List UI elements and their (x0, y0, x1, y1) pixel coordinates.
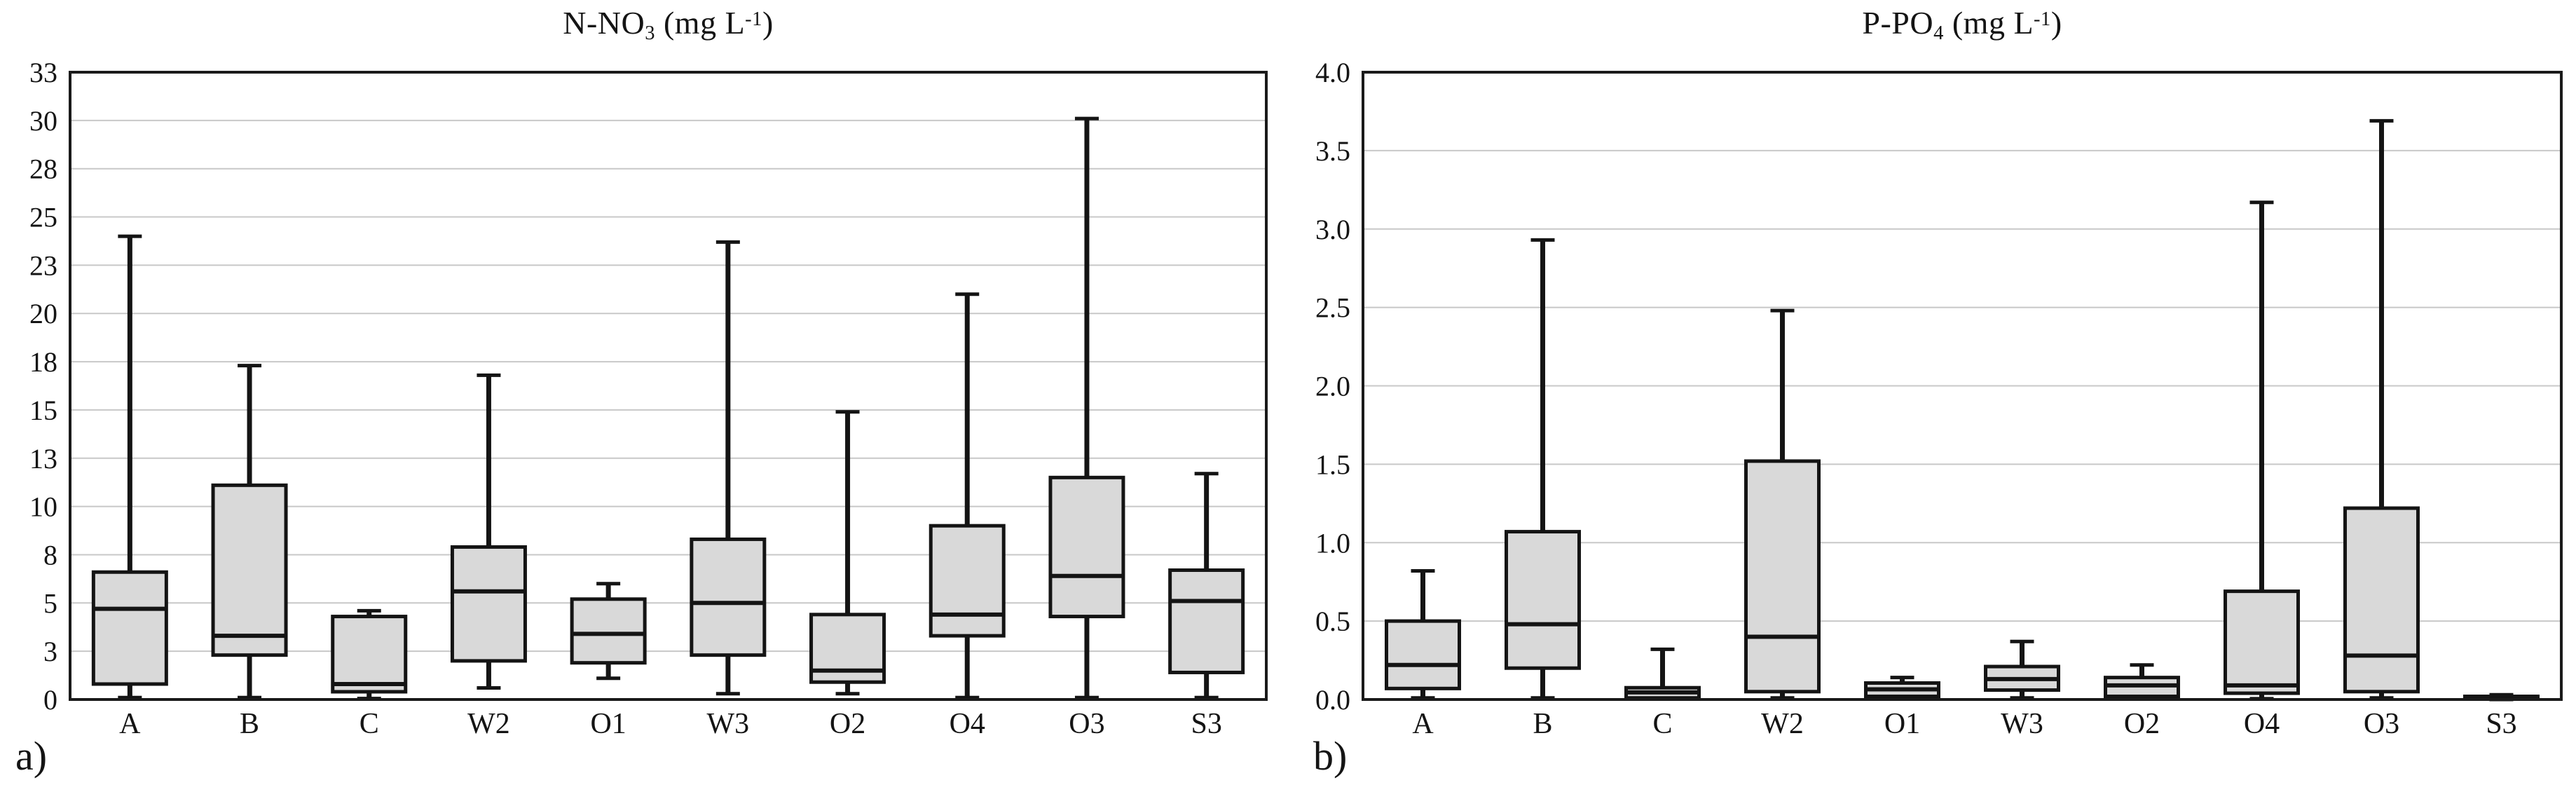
panel-a-title: N-NO3 (mg L-1) (70, 0, 1266, 53)
box-W3: W3 (1984, 639, 2060, 740)
category-label: W3 (707, 708, 750, 740)
box-C: C (1624, 647, 1701, 740)
category-label: C (359, 708, 379, 740)
y-tick-label: 25 (29, 202, 57, 233)
y-tick-label: 1.5 (1315, 449, 1350, 480)
box-O1: O1 (1864, 676, 1940, 740)
y-tick-label: 3.0 (1315, 214, 1350, 245)
category-label: S3 (2486, 708, 2516, 740)
category-label: O4 (2244, 708, 2280, 740)
y-tick-label: 0 (43, 684, 57, 716)
iqr-box (2224, 589, 2300, 695)
box-O3: O3 (1048, 116, 1125, 740)
iqr-box (1505, 530, 1581, 670)
y-tick-label: 10 (29, 491, 57, 523)
plot-border (69, 71, 1268, 701)
box-A: A (1385, 569, 1461, 740)
y-tick-label: 30 (29, 105, 57, 137)
iqr-box (1744, 459, 1821, 694)
category-label: O2 (2124, 708, 2160, 740)
y-tick-label: 20 (29, 298, 57, 329)
category-label: A (119, 708, 141, 740)
y-tick-label: 33 (29, 57, 57, 88)
panel-b-title-main: P-PO (1862, 4, 1934, 41)
plot-border (1362, 71, 2563, 701)
iqr-box (929, 524, 1006, 638)
y-tick-label: 28 (29, 153, 57, 185)
panel-b-title-units: (mg L (1943, 4, 2034, 41)
iqr-box (91, 570, 168, 686)
iqr-box (1168, 568, 1245, 674)
panel-a-title-units: (mg L (655, 4, 746, 41)
box-W3: W3 (690, 240, 767, 740)
y-tick-label: 0.5 (1315, 606, 1350, 637)
box-W2: W2 (1744, 308, 1821, 740)
category-label: A (1412, 708, 1434, 740)
category-label: W2 (467, 708, 510, 740)
box-O2: O2 (2104, 663, 2180, 740)
y-tick-label: 23 (29, 250, 57, 281)
iqr-box (690, 537, 767, 657)
y-tick-label: 1.0 (1315, 527, 1350, 559)
iqr-box (570, 597, 647, 665)
panel-b-label: b) (1313, 733, 1348, 779)
category-label: W2 (1761, 708, 1804, 740)
y-tick-label: 13 (29, 443, 57, 474)
iqr-box (331, 615, 408, 694)
box-O4: O4 (2224, 200, 2300, 740)
y-tick-label: 3 (43, 636, 57, 667)
panel-b-title-superscript: -1 (2034, 8, 2051, 30)
category-label: S3 (1191, 708, 1221, 740)
box-C: C (331, 608, 408, 740)
category-label: B (1533, 708, 1552, 740)
category-label: O1 (1884, 708, 1920, 740)
iqr-box (1385, 619, 1461, 690)
y-tick-label: 5 (43, 587, 57, 619)
panel-a-title-subscript: 3 (645, 22, 655, 44)
panel-b-title-close: ) (2050, 4, 2062, 41)
box-A: A (91, 234, 168, 740)
category-label: O3 (1069, 708, 1104, 740)
y-tick-label: 2.0 (1315, 371, 1350, 402)
box-O3: O3 (2343, 118, 2420, 740)
category-label: O4 (950, 708, 985, 740)
y-tick-label: 15 (29, 395, 57, 426)
y-tick-label: 18 (29, 346, 57, 378)
category-label: B (240, 708, 259, 740)
panel-b-title: P-PO4 (mg L-1) (1363, 0, 2561, 53)
box-S3: S3 (1168, 472, 1245, 740)
box-S3: S3 (2463, 692, 2540, 740)
y-tick-label: 4.0 (1315, 57, 1350, 88)
iqr-box (2343, 506, 2420, 694)
panel-a-title-main: N-NO (563, 4, 645, 41)
panel-a-title-superscript: -1 (745, 8, 762, 30)
iqr-box (211, 483, 288, 657)
iqr-box (450, 545, 527, 663)
category-label: O2 (830, 708, 865, 740)
box-B: B (211, 364, 288, 740)
category-label: O1 (590, 708, 626, 740)
box-O4: O4 (929, 292, 1006, 740)
y-tick-label: 3.5 (1315, 135, 1350, 167)
box-W2: W2 (450, 373, 527, 740)
panel-a-label: a) (15, 733, 48, 779)
iqr-box (1048, 475, 1125, 619)
category-label: W3 (2001, 708, 2043, 740)
box-O2: O2 (809, 410, 886, 740)
panel-b-title-subscript: 4 (1933, 22, 1944, 44)
y-tick-label: 0.0 (1315, 684, 1350, 716)
category-label: C (1652, 708, 1672, 740)
panel-a-title-close: ) (762, 4, 774, 41)
category-label: O3 (2364, 708, 2399, 740)
y-tick-label: 8 (43, 539, 57, 571)
y-tick-label: 2.5 (1315, 292, 1350, 324)
box-B: B (1505, 238, 1581, 740)
box-O1: O1 (570, 582, 647, 740)
